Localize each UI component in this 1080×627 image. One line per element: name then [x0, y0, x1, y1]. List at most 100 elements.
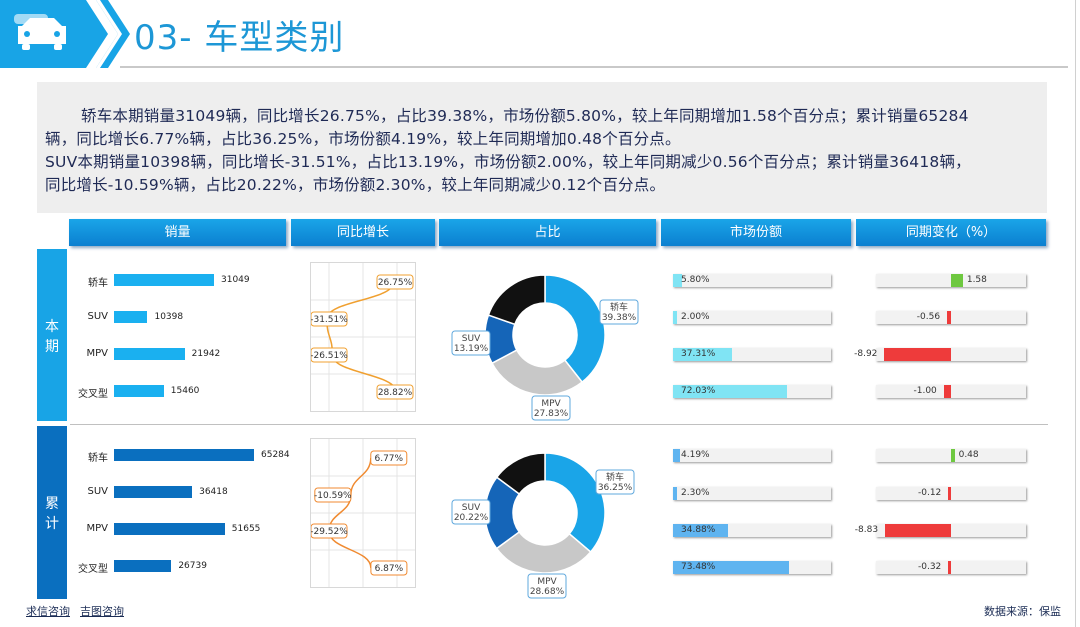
- yoy-line: [326, 281, 397, 393]
- donut-slice-4: [487, 274, 546, 326]
- volume-category-label: 轿车: [88, 278, 108, 289]
- market-share-label: 72.03%: [681, 386, 716, 396]
- column-header-change: 同期变化（%）: [856, 219, 1046, 246]
- donut-slice-4: [495, 452, 546, 495]
- yoy-chart-current-panel: 26.75% -31.51% -26.51% 28.82%: [310, 262, 416, 412]
- volume-value-label: 21942: [191, 349, 221, 359]
- yoy-value-label: 6.87%: [375, 564, 404, 574]
- yoy-point-marker: [310, 347, 348, 363]
- sidebar-current-char-2: 期: [45, 339, 59, 355]
- yoy-point-marker: [310, 523, 348, 539]
- svg-text:20.22%: 20.22%: [454, 513, 489, 523]
- market-share-fill: [673, 311, 677, 324]
- yoy-chart-current: 26.75% -31.51% -26.51% 28.82%: [310, 263, 415, 411]
- market-share-label: 34.88%: [681, 525, 716, 535]
- change-fill: [948, 561, 951, 574]
- change-value-label: -8.92: [854, 349, 878, 359]
- change-track: -0.12: [876, 487, 1026, 500]
- market-share-fill: [673, 348, 732, 361]
- volume-category-label: SUV: [87, 311, 108, 322]
- header-banner: [0, 0, 130, 68]
- volume-bar: [114, 486, 193, 498]
- yoy-value-label: 26.75%: [378, 278, 413, 288]
- footer-link-jitu[interactable]: 吉图咨询: [80, 605, 124, 618]
- column-header-volume: 销量: [69, 219, 286, 246]
- market-share-fill: [673, 274, 683, 287]
- change-fill: [951, 449, 955, 462]
- volume-value-label: 10398: [154, 312, 184, 322]
- yoy-point-marker: [376, 384, 414, 400]
- market-share-fill: [673, 524, 729, 537]
- summary-box: 轿车本期销量31049辆，同比增长26.75%，占比39.38%，市场份额5.8…: [37, 82, 1047, 213]
- volume-bar: [114, 560, 172, 572]
- change-value-label: -0.56: [916, 312, 941, 322]
- market-share-label: 37.31%: [681, 349, 716, 359]
- volume-category-label: SUV: [87, 486, 108, 497]
- market-share-track: 5.80%: [673, 274, 831, 287]
- volume-category-label: 交叉型: [78, 564, 108, 575]
- volume-value-label: 51655: [231, 524, 261, 534]
- change-fill: [946, 311, 951, 324]
- section-divider: [70, 424, 1048, 425]
- svg-text:轿车: 轿车: [606, 471, 624, 483]
- column-header-share: 占比: [439, 219, 656, 246]
- volume-bar: [114, 523, 225, 535]
- volume-bar: [114, 274, 214, 286]
- market-share-track: 37.31%: [673, 348, 831, 361]
- volume-category-label: MPV: [86, 523, 109, 534]
- data-source: 数据来源：保监: [984, 605, 1061, 618]
- yoy-value-label: -31.51%: [311, 315, 348, 325]
- yoy-value-label: -29.52%: [311, 527, 348, 537]
- market-share-track: 2.30%: [673, 487, 831, 500]
- volume-bar: [114, 348, 185, 360]
- sidebar-cumulative: 累 计: [37, 426, 67, 599]
- donut-slice-1: [544, 274, 606, 384]
- sidebar-cumulative-char-1: 累: [45, 496, 59, 512]
- market-share-label: 2.00%: [681, 312, 710, 322]
- change-track: -8.83: [855, 524, 1026, 537]
- column-header-market: 市场份额: [661, 219, 851, 246]
- volume-bar: [114, 385, 164, 397]
- volume-bar: [114, 311, 148, 323]
- summary-line-3: SUV本期销量10398辆，同比增长-31.51%，占比13.19%，市场份额2…: [45, 153, 971, 171]
- summary-line-4: 同比增长-10.59%辆，占比20.22%，市场份额2.30%，较上年同期减少0…: [45, 176, 666, 194]
- yoy-point-marker: [314, 487, 352, 503]
- change-track: -0.56: [876, 311, 1026, 324]
- market-share-track: 73.48%: [673, 561, 831, 574]
- yoy-point-marker: [370, 560, 408, 576]
- change-value-label: -0.12: [918, 488, 942, 498]
- svg-text:SUV: SUV: [462, 334, 481, 344]
- svg-text:36.25%: 36.25%: [598, 483, 633, 493]
- market-share-label: 5.80%: [681, 275, 710, 285]
- market-share-label: 73.48%: [681, 562, 716, 572]
- yoy-value-label: -26.51%: [311, 351, 348, 361]
- frame-border: [1075, 0, 1076, 627]
- change-value-label: -1.00: [913, 386, 937, 396]
- title-divider: [120, 66, 1068, 68]
- change-value-label: 1.58: [966, 275, 987, 285]
- change-value-label: -0.32: [918, 562, 942, 572]
- change-value-label: 0.48: [958, 450, 979, 460]
- change-fill: [951, 274, 963, 287]
- change-fill: [884, 524, 951, 537]
- market-share-fill: [673, 561, 790, 574]
- market-share-label: 2.30%: [681, 488, 710, 498]
- change-fill: [943, 385, 951, 398]
- market-share-track: 34.88%: [673, 524, 831, 537]
- yoy-chart-cumulative-panel: 6.77% -10.59% -29.52% 6.87%: [310, 438, 416, 588]
- yoy-line: [328, 457, 372, 569]
- volume-category-label: 交叉型: [78, 389, 108, 400]
- svg-text:27.83%: 27.83%: [534, 409, 569, 419]
- summary-line-1: 轿车本期销量31049辆，同比增长26.75%，占比39.38%，市场份额5.8…: [81, 107, 969, 125]
- volume-category-label: 轿车: [88, 453, 108, 464]
- market-share-track: 2.00%: [673, 311, 831, 324]
- footer-link-qiuxin[interactable]: 求信咨询: [26, 605, 70, 618]
- column-header-yoy: 同比增长: [291, 219, 435, 246]
- svg-text:SUV: SUV: [462, 503, 481, 513]
- market-share-fill: [673, 449, 680, 462]
